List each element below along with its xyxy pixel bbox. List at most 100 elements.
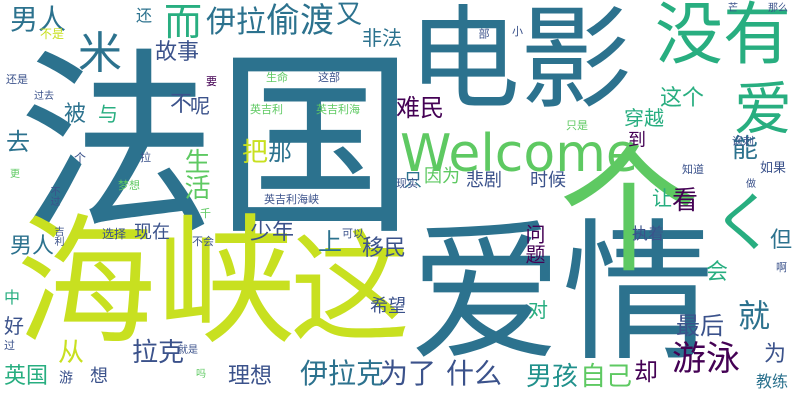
word: 生命 bbox=[266, 71, 288, 84]
word: 部 bbox=[477, 28, 490, 39]
word: 吉利 bbox=[52, 226, 63, 246]
word: 可以 bbox=[342, 227, 364, 240]
word: 拉克 bbox=[132, 338, 185, 368]
word: 故事 bbox=[155, 40, 200, 65]
word: 英吉利海峡 bbox=[264, 193, 319, 206]
word: 不 bbox=[170, 92, 193, 117]
word: 个 bbox=[535, 136, 698, 276]
word: 呢 bbox=[190, 94, 210, 118]
word: 问题 bbox=[522, 224, 546, 264]
word: 吗 bbox=[196, 369, 206, 380]
word: 想 bbox=[90, 366, 108, 387]
word: 不过 bbox=[48, 186, 59, 206]
word: 伊拉克 bbox=[300, 357, 385, 390]
word: 中 bbox=[4, 288, 21, 307]
word: 与 bbox=[98, 102, 118, 126]
word: 个 bbox=[74, 151, 87, 165]
word: 还是 bbox=[6, 73, 28, 86]
word: 没有 bbox=[655, 0, 792, 75]
word: 少年 bbox=[250, 220, 295, 245]
word: 如果 bbox=[760, 161, 787, 176]
word: く bbox=[712, 187, 776, 261]
word: 这部 bbox=[318, 71, 340, 84]
word: 执着 bbox=[632, 224, 665, 243]
word: 米 bbox=[78, 28, 122, 79]
word: 现实 bbox=[396, 177, 418, 190]
word: 就 bbox=[738, 297, 771, 335]
word: 非法 bbox=[362, 26, 402, 50]
word: 因为 bbox=[424, 166, 460, 187]
word: 啊 bbox=[776, 261, 787, 274]
word: 但 bbox=[770, 228, 793, 253]
word: 英吉利 bbox=[250, 103, 283, 116]
word: 难民 bbox=[396, 94, 444, 122]
word: 千 bbox=[200, 207, 211, 220]
word: 只是 bbox=[566, 119, 588, 132]
word: 为了 bbox=[380, 357, 437, 390]
word: 游泳 bbox=[672, 339, 740, 379]
word: 爱情 bbox=[410, 205, 714, 382]
word: 理想 bbox=[228, 364, 273, 389]
word: 上 bbox=[318, 228, 342, 256]
word: 就是 bbox=[178, 345, 198, 356]
word: 海峡 bbox=[16, 202, 297, 365]
word: 这个 bbox=[660, 86, 705, 111]
word: 从 bbox=[58, 338, 85, 368]
word: 现在 bbox=[134, 222, 170, 243]
word: 把 bbox=[242, 138, 269, 168]
word: 拉 bbox=[140, 151, 151, 164]
word: Welcome bbox=[400, 124, 638, 184]
word: 不是 bbox=[40, 27, 65, 41]
word: 悲剧 bbox=[466, 170, 502, 191]
word: 生活 bbox=[180, 148, 210, 200]
word: 希望 bbox=[370, 296, 406, 317]
word: 英吉利海 bbox=[316, 103, 360, 116]
word: 还 bbox=[136, 6, 153, 25]
word: 游 bbox=[57, 370, 73, 384]
word: 自己 bbox=[580, 362, 633, 392]
word: 被 bbox=[64, 102, 87, 127]
word: 却 bbox=[634, 358, 658, 386]
word: 穿越 bbox=[624, 106, 664, 130]
word: 电影 bbox=[408, 0, 632, 125]
word: 又 bbox=[336, 0, 363, 30]
word: 过 bbox=[4, 339, 15, 352]
word: 伊拉 bbox=[206, 5, 266, 40]
word: 芒 bbox=[728, 3, 738, 14]
word: 过去 bbox=[34, 91, 54, 102]
word: 英国 bbox=[4, 364, 49, 389]
word: 而 bbox=[164, 0, 203, 44]
word: 男人 bbox=[10, 3, 67, 36]
word: 男人 bbox=[10, 234, 55, 259]
word: 时候 bbox=[530, 170, 566, 191]
word: 到 bbox=[628, 130, 646, 151]
word: 只 bbox=[404, 170, 422, 191]
word: 法国 bbox=[18, 31, 414, 262]
word: 什么 bbox=[446, 357, 503, 390]
word: 更 bbox=[10, 169, 20, 180]
word: 小 bbox=[512, 25, 523, 38]
word: 梦想 bbox=[118, 179, 140, 192]
word: 做 bbox=[746, 179, 756, 190]
word: 要 bbox=[206, 75, 217, 88]
word: 对 bbox=[528, 298, 548, 322]
word: 最后 bbox=[676, 312, 724, 340]
word: 不会 bbox=[192, 235, 214, 248]
word: 教练 bbox=[756, 372, 789, 391]
word: 爱 bbox=[734, 75, 793, 143]
word: 讽刺 bbox=[732, 135, 754, 148]
word: 那么 bbox=[768, 3, 788, 14]
word: 移民 bbox=[362, 236, 407, 261]
word: 那 bbox=[268, 138, 292, 166]
word: 能 bbox=[732, 134, 759, 164]
word: 会 bbox=[706, 260, 729, 285]
word: 这 bbox=[290, 220, 410, 359]
word: 好 bbox=[4, 314, 24, 338]
word: 选择 bbox=[102, 227, 127, 241]
word: 看 bbox=[672, 186, 699, 216]
word: 让 bbox=[652, 186, 672, 210]
word: 为 bbox=[764, 342, 787, 367]
word: 男孩 bbox=[526, 362, 579, 392]
word: 知道 bbox=[682, 163, 704, 176]
